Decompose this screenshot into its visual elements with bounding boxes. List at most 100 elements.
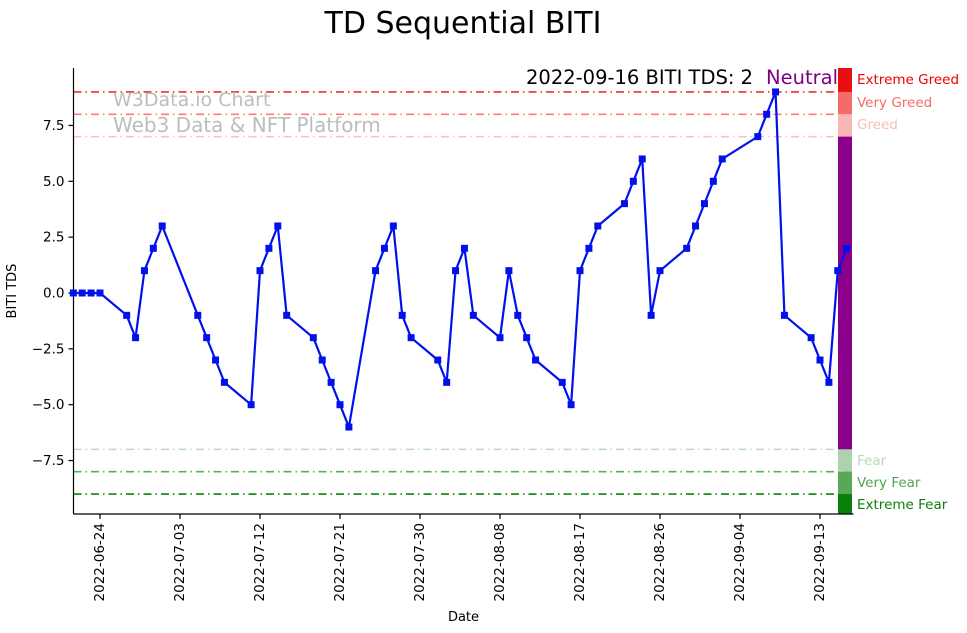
data-point (763, 110, 771, 118)
data-point (443, 378, 451, 386)
sentiment-bar-segment (838, 449, 852, 472)
data-point (772, 88, 780, 96)
x-tick-label: 2022-07-12 (252, 523, 268, 601)
data-point (318, 356, 326, 364)
data-point (683, 244, 691, 252)
chart-title: TD Sequential BITI (324, 6, 602, 41)
y-tick-label: 5.0 (43, 174, 64, 190)
x-tick-label: 2022-09-04 (732, 523, 748, 601)
data-point (505, 267, 513, 275)
threshold-label-greed: Greed (857, 117, 898, 134)
data-point (212, 356, 220, 364)
data-point (96, 289, 104, 297)
y-tick-label: −7.5 (32, 453, 65, 469)
y-axis-label: BITI TDS (5, 264, 20, 319)
x-tick-label: 2022-07-03 (172, 523, 188, 601)
data-point (514, 311, 522, 319)
data-point (647, 311, 655, 319)
data-point (576, 267, 584, 275)
annotation-date-text: 2022-09-16 BITI TDS: 2 (526, 66, 754, 89)
data-point (140, 267, 148, 275)
data-line (73, 90, 848, 429)
data-point (532, 356, 540, 364)
threshold-label-extreme-greed: Extreme Greed (857, 71, 960, 88)
y-tick-label: 7.5 (43, 118, 64, 134)
threshold-label-fear: Fear (857, 452, 887, 469)
data-point (567, 401, 575, 409)
data-point (700, 200, 708, 208)
data-point (69, 289, 77, 297)
data-point (434, 356, 442, 364)
x-tick-label: 2022-08-26 (652, 523, 668, 601)
data-point (780, 311, 788, 319)
data-point (558, 378, 566, 386)
x-tick-label: 2022-06-24 (92, 523, 108, 601)
data-point (523, 334, 531, 342)
data-point (638, 155, 646, 163)
data-point (336, 401, 344, 409)
x-tick-label: 2022-07-21 (332, 523, 348, 601)
sentiment-bar-segment (838, 136, 852, 450)
sentiment-bar-segment (838, 471, 852, 495)
sentiment-bar-segment (838, 494, 852, 514)
data-point (469, 311, 477, 319)
data-point (825, 378, 833, 386)
data-point (754, 133, 762, 141)
data-point (283, 311, 291, 319)
x-tick-label: 2022-09-13 (812, 523, 828, 601)
data-point (585, 244, 593, 252)
watermark-line2: Web3 Data & NFT Platform (113, 113, 381, 137)
threshold-label-very-fear: Very Fear (857, 474, 921, 491)
data-point (594, 222, 602, 230)
data-point (274, 222, 282, 230)
x-axis-label: Date (448, 610, 479, 625)
data-point (256, 267, 264, 275)
data-point (496, 334, 504, 342)
y-tick-label: −5.0 (32, 397, 65, 413)
data-point (398, 311, 406, 319)
data-point (620, 200, 628, 208)
sentiment-bar-segment (838, 68, 852, 92)
data-point (460, 244, 468, 252)
data-point (709, 177, 717, 185)
data-point (149, 244, 157, 252)
annotation: 2022-09-16 BITI TDS: 2 Neutral (526, 66, 838, 89)
y-tick-label: 2.5 (43, 230, 64, 246)
sentiment-bar-segment (838, 91, 852, 115)
data-point (807, 334, 815, 342)
data-point (123, 311, 131, 319)
x-tick-label: 2022-07-30 (412, 523, 428, 601)
data-point (718, 155, 726, 163)
data-point (194, 311, 202, 319)
data-point (372, 267, 380, 275)
data-point (452, 267, 460, 275)
data-point (203, 334, 211, 342)
data-point (309, 334, 317, 342)
data-point (834, 267, 842, 275)
data-point (692, 222, 700, 230)
y-tick-label: −2.5 (32, 341, 65, 357)
threshold-label-very-greed: Very Greed (857, 95, 933, 112)
data-point (407, 334, 415, 342)
data-point (816, 356, 824, 364)
data-point (220, 378, 228, 386)
data-point (389, 222, 397, 230)
data-point (87, 289, 95, 297)
threshold-label-extreme-fear: Extreme Fear (857, 497, 948, 514)
watermark-line1: W3Data.io Chart (113, 89, 271, 111)
data-point (265, 244, 273, 252)
data-point (132, 334, 140, 342)
data-point (656, 267, 664, 275)
data-point (380, 244, 388, 252)
annotation-sentiment: Neutral (766, 66, 838, 89)
y-tick-label: 0.0 (43, 286, 64, 302)
data-point (158, 222, 166, 230)
data-point (78, 289, 86, 297)
data-point (843, 244, 851, 252)
sentiment-bar-segment (838, 114, 852, 137)
data-point (247, 401, 255, 409)
data-point (629, 177, 637, 185)
data-point (345, 423, 353, 431)
